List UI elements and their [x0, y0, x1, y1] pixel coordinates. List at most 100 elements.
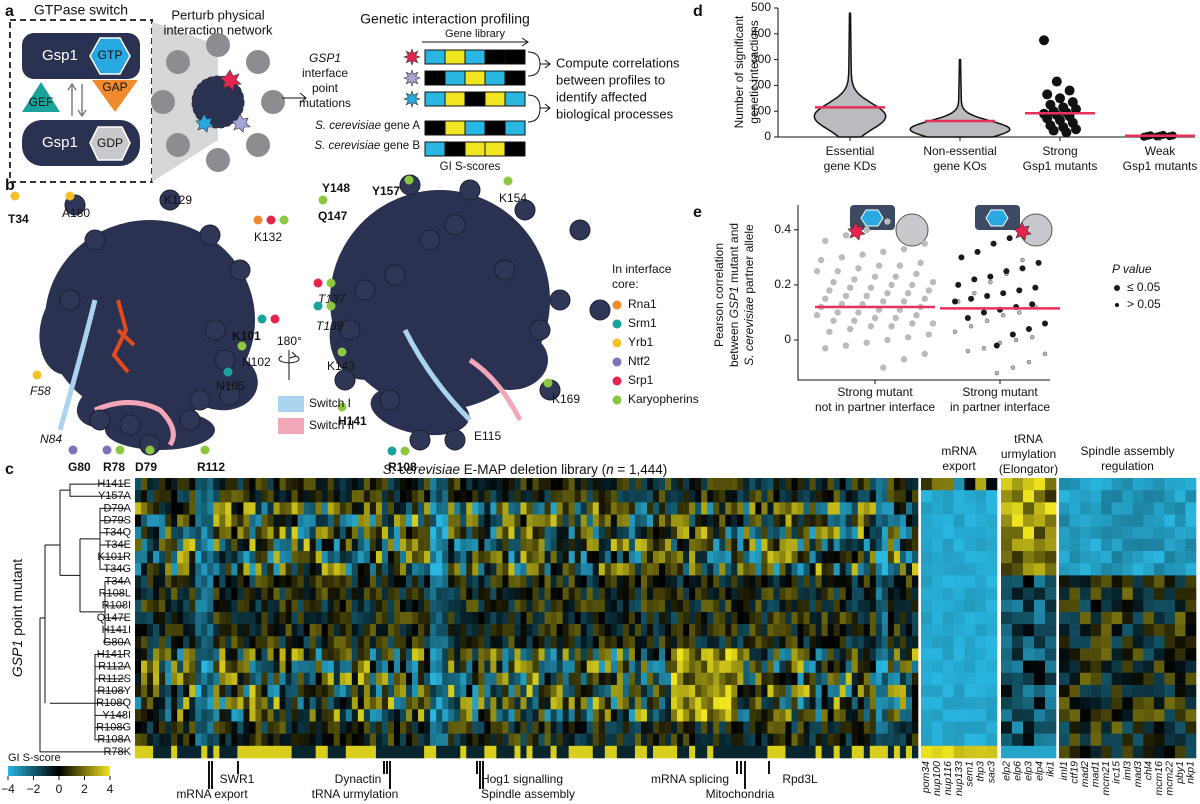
side-heatmap-cell: [1090, 660, 1102, 674]
heatmap-cell: [297, 551, 304, 564]
heatmap-cell: [183, 563, 190, 576]
heatmap-cell: [755, 709, 762, 722]
point: [1035, 259, 1042, 266]
heatmap-cell: [460, 672, 467, 686]
side-heatmap-cell: [1185, 697, 1197, 710]
compute-text: Compute correlations: [556, 55, 680, 70]
heatmap-cell: [622, 721, 630, 734]
heatmap-cell: [225, 490, 232, 503]
heatmap-cell: [827, 745, 834, 759]
heatmap-cell: [821, 721, 828, 734]
residue-label: K154: [499, 191, 527, 205]
heatmap-cell: [839, 599, 847, 613]
heatmap-cell: [351, 709, 359, 722]
heatmap-cell: [881, 611, 889, 625]
partner-dot: [387, 446, 397, 456]
heatmap-cell: [803, 648, 810, 661]
compute-text: between profiles to: [556, 72, 665, 87]
side-heatmap-cell: [1059, 551, 1070, 564]
side-heatmap-cell: [1185, 514, 1197, 527]
heatmap-cell: [436, 733, 443, 747]
side-heatmap-cell: [1122, 697, 1134, 710]
heatmap-cell: [659, 721, 666, 734]
heatmap-cell: [911, 502, 919, 515]
heatmap-cell: [598, 697, 606, 710]
heatmap-cell: [159, 587, 166, 601]
heatmap-cell: [357, 709, 365, 722]
heatmap-cell: [273, 514, 280, 527]
heatmap-cell: [279, 672, 286, 686]
heatmap-cell: [472, 684, 479, 698]
profile-cell: [484, 141, 506, 157]
heatmap-cell: [514, 502, 521, 515]
heatmap-cell: [899, 745, 907, 759]
heatmap-cell: [165, 733, 172, 747]
heatmap-cell: [418, 563, 425, 576]
side-heatmap-cell: [975, 587, 987, 601]
side-title: (Elongator): [999, 462, 1058, 476]
heatmap-cell: [743, 478, 750, 491]
heatmap-cell: [478, 478, 485, 491]
heatmap-cell: [159, 599, 166, 613]
heatmap-cell: [369, 551, 377, 564]
heatmap-cell: [387, 563, 395, 576]
side-heatmap-cell: [1153, 672, 1165, 686]
heatmap-cell: [460, 599, 467, 613]
heatmap-cell: [845, 672, 853, 686]
side-heatmap-cell: [1045, 660, 1057, 674]
heatmap-cell: [893, 538, 901, 552]
heatmap-cell: [695, 502, 702, 515]
heatmap-cell: [225, 672, 232, 686]
heatmap-cell: [327, 709, 335, 722]
heatmap-cell: [640, 721, 648, 734]
heatmap-cell: [574, 575, 582, 588]
side-heatmap-cell: [1001, 502, 1013, 515]
heatmap-cell: [508, 684, 515, 698]
heatmap-cell: [387, 745, 395, 759]
point: [888, 281, 895, 289]
heatmap-cell: [393, 636, 401, 649]
heatmap-cell: [406, 648, 413, 661]
heatmap-cell: [424, 526, 431, 540]
heatmap-cell: [436, 526, 443, 540]
heatmap-cell: [321, 611, 329, 625]
heatmap-cell: [604, 624, 612, 637]
heatmap-cell: [827, 660, 834, 674]
side-heatmap-cell: [1122, 660, 1134, 674]
heatmap-cell: [460, 526, 467, 540]
x-tick-label: Weak: [1145, 144, 1176, 158]
heatmap-cell: [490, 502, 497, 515]
heatmap-cell: [574, 660, 582, 674]
heatmap-cell: [345, 636, 353, 649]
heatmap-cell: [472, 490, 479, 503]
heatmap-cell: [153, 502, 160, 515]
heatmap-cell: [412, 636, 419, 649]
heatmap-cell: [442, 587, 449, 601]
side-heatmap-cell: [931, 490, 944, 503]
side-heatmap-cell: [1174, 624, 1186, 637]
side-heatmap-cell: [1080, 733, 1091, 747]
heatmap-cell: [797, 514, 804, 527]
heatmap-cell: [135, 478, 142, 491]
heatmap-cell: [827, 672, 834, 686]
side-heatmap-cell: [1111, 636, 1123, 649]
heatmap-cell: [677, 599, 684, 613]
heatmap-cell: [520, 575, 527, 588]
profile-cell: [444, 141, 466, 157]
heatmap-cell: [574, 551, 582, 564]
heatmap-cell: [743, 490, 750, 503]
heatmap-cell: [514, 575, 521, 588]
heatmap-cell: [387, 587, 395, 601]
heatmap-cell: [351, 587, 359, 601]
heatmap-cell: [273, 697, 280, 710]
heatmap-cell: [291, 587, 298, 601]
heatmap-cell: [177, 587, 184, 601]
heatmap-cell: [574, 563, 582, 576]
heatmap-cell: [496, 538, 503, 552]
heatmap-cell: [496, 624, 503, 637]
heatmap-cell: [363, 709, 371, 722]
side-heatmap-cell: [1059, 697, 1070, 710]
side-heatmap-cell: [1132, 526, 1144, 540]
heatmap-cell: [628, 648, 636, 661]
side-heatmap-cell: [1101, 587, 1112, 601]
